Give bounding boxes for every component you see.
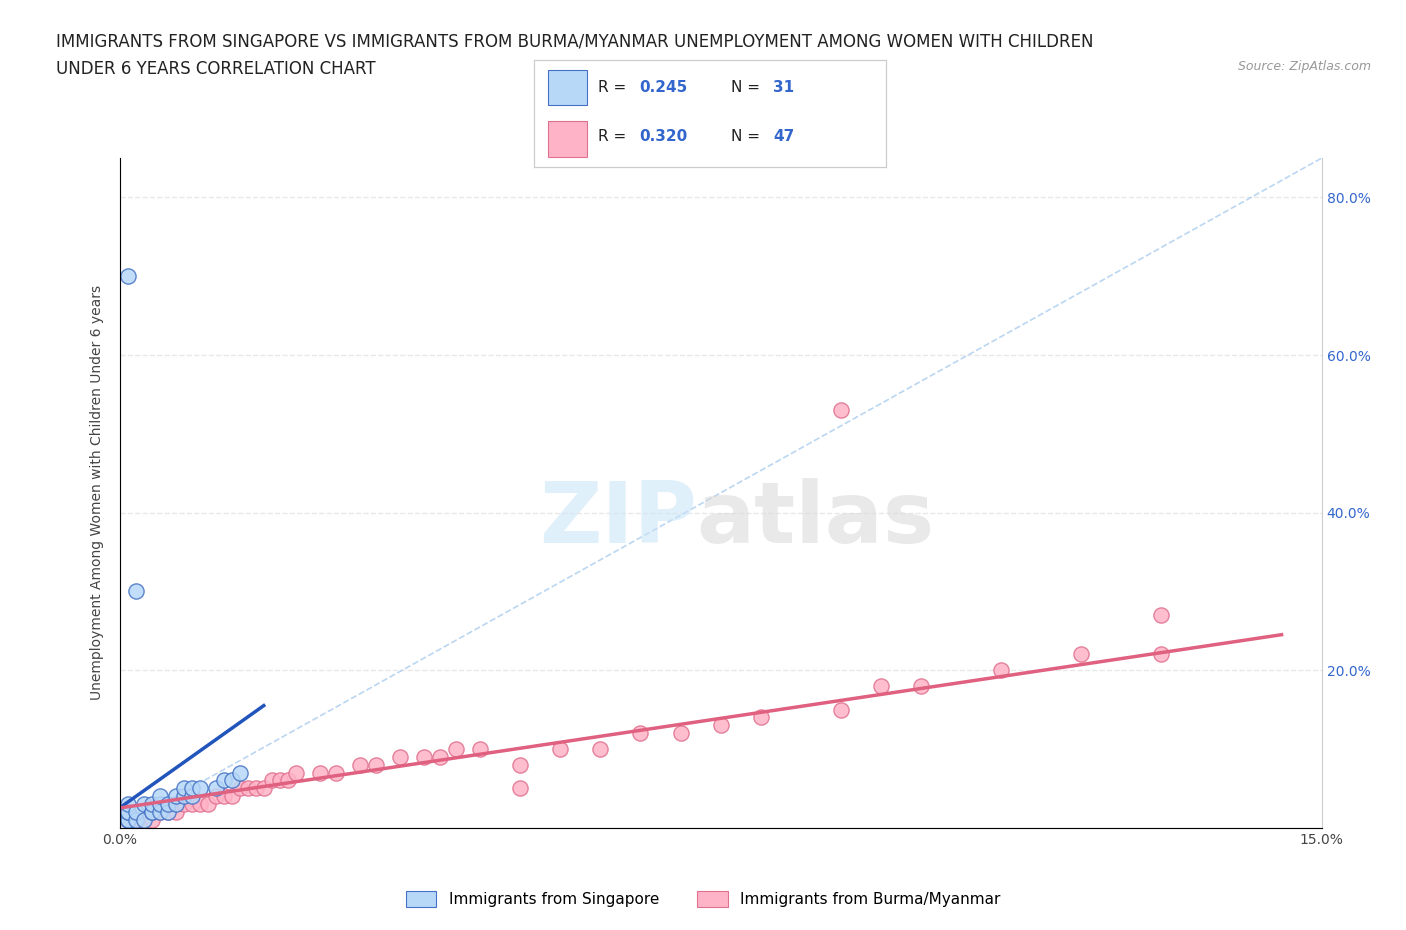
Point	[468, 741, 492, 756]
Point	[1070, 647, 1092, 662]
Point	[149, 804, 172, 819]
Point	[1150, 647, 1173, 662]
Point	[413, 750, 436, 764]
Text: R =: R =	[598, 80, 631, 95]
Point	[124, 804, 146, 819]
Legend: Immigrants from Singapore, Immigrants from Burma/Myanmar: Immigrants from Singapore, Immigrants fr…	[399, 884, 1007, 913]
Point	[173, 797, 195, 812]
Point	[188, 781, 211, 796]
Point	[284, 765, 307, 780]
Point	[117, 813, 139, 828]
Point	[429, 750, 451, 764]
Point	[117, 813, 139, 828]
Point	[165, 789, 187, 804]
Point	[117, 813, 139, 828]
Point	[364, 757, 387, 772]
Point	[117, 804, 139, 819]
Text: ZIP: ZIP	[538, 478, 696, 561]
Point	[589, 741, 612, 756]
Point	[173, 781, 195, 796]
Text: N =: N =	[731, 80, 765, 95]
Point	[156, 804, 179, 819]
Point	[117, 804, 139, 819]
Point	[124, 584, 146, 599]
Point	[830, 702, 852, 717]
Point	[165, 797, 187, 812]
Point	[197, 797, 219, 812]
Point	[117, 797, 139, 812]
Point	[124, 813, 146, 828]
Point	[869, 679, 893, 694]
Y-axis label: Unemployment Among Women with Children Under 6 years: Unemployment Among Women with Children U…	[90, 286, 104, 700]
Point	[349, 757, 371, 772]
Point	[180, 781, 202, 796]
Point	[204, 781, 226, 796]
Text: 0.320: 0.320	[640, 129, 688, 144]
Point	[910, 679, 932, 694]
Point	[221, 789, 243, 804]
Point	[212, 773, 235, 788]
Point	[141, 804, 163, 819]
Point	[132, 797, 155, 812]
Point	[149, 789, 172, 804]
Point	[990, 663, 1012, 678]
Point	[212, 789, 235, 804]
Point	[180, 797, 202, 812]
Point	[236, 781, 259, 796]
Point	[188, 797, 211, 812]
Point	[269, 773, 291, 788]
Point	[260, 773, 283, 788]
Point	[277, 773, 299, 788]
Point	[709, 718, 731, 733]
Point	[149, 797, 172, 812]
Point	[156, 797, 179, 812]
Point	[630, 725, 652, 740]
FancyBboxPatch shape	[548, 70, 588, 105]
Point	[149, 804, 172, 819]
Point	[228, 765, 252, 780]
Point	[325, 765, 347, 780]
Text: N =: N =	[731, 129, 765, 144]
Point	[204, 789, 226, 804]
Text: IMMIGRANTS FROM SINGAPORE VS IMMIGRANTS FROM BURMA/MYANMAR UNEMPLOYMENT AMONG WO: IMMIGRANTS FROM SINGAPORE VS IMMIGRANTS …	[56, 33, 1094, 50]
Point	[141, 813, 163, 828]
Point	[509, 757, 531, 772]
Point	[1150, 607, 1173, 622]
Point	[117, 269, 139, 284]
Point	[228, 781, 252, 796]
Point	[444, 741, 467, 756]
Point	[309, 765, 332, 780]
Point	[388, 750, 412, 764]
Point	[669, 725, 692, 740]
Text: 31: 31	[773, 80, 794, 95]
Point	[253, 781, 276, 796]
Text: atlas: atlas	[696, 478, 935, 561]
Point	[509, 781, 531, 796]
Text: 0.245: 0.245	[640, 80, 688, 95]
Point	[173, 789, 195, 804]
Point	[830, 403, 852, 418]
Point	[124, 813, 146, 828]
Point	[141, 804, 163, 819]
Point	[550, 741, 572, 756]
Point	[156, 804, 179, 819]
FancyBboxPatch shape	[548, 122, 588, 157]
Point	[245, 781, 267, 796]
Point	[117, 813, 139, 828]
Point	[749, 710, 772, 724]
Text: Source: ZipAtlas.com: Source: ZipAtlas.com	[1237, 60, 1371, 73]
Point	[141, 797, 163, 812]
Point	[221, 773, 243, 788]
Point	[132, 813, 155, 828]
Point	[165, 804, 187, 819]
Text: R =: R =	[598, 129, 631, 144]
Text: 47: 47	[773, 129, 794, 144]
Point	[180, 789, 202, 804]
Point	[132, 813, 155, 828]
Text: UNDER 6 YEARS CORRELATION CHART: UNDER 6 YEARS CORRELATION CHART	[56, 60, 375, 78]
